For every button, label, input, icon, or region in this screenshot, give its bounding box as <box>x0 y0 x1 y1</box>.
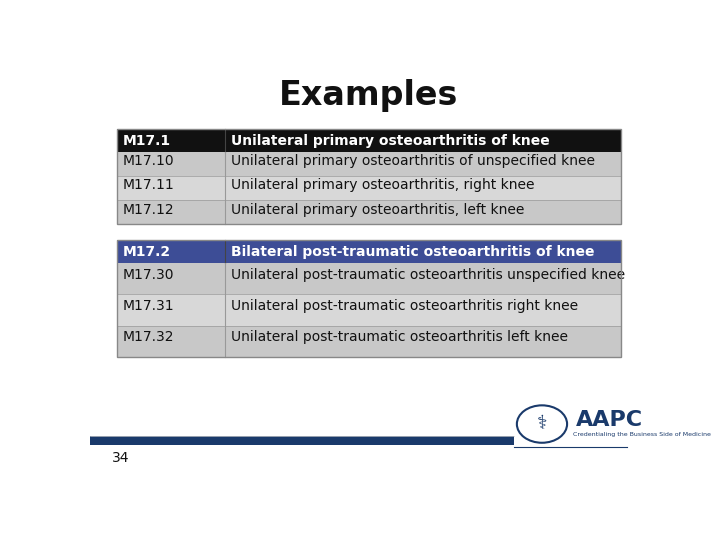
Text: M17.12: M17.12 <box>122 202 174 217</box>
Text: M17.2: M17.2 <box>122 245 171 259</box>
Bar <box>117 200 621 225</box>
Text: Unilateral post-traumatic osteoarthritis unspecified knee: Unilateral post-traumatic osteoarthritis… <box>231 268 625 282</box>
Text: Unilateral primary osteoarthritis, left knee: Unilateral primary osteoarthritis, left … <box>231 202 524 217</box>
Bar <box>117 240 621 263</box>
Bar <box>117 240 621 357</box>
Text: Credentialing the Business Side of Medicine: Credentialing the Business Side of Medic… <box>572 432 711 437</box>
Bar <box>90 436 514 446</box>
Bar <box>117 152 621 176</box>
Bar <box>117 326 621 357</box>
Bar <box>117 129 621 152</box>
Bar <box>117 176 621 200</box>
Bar <box>117 294 621 326</box>
Text: M17.10: M17.10 <box>122 154 174 168</box>
Text: AAPC: AAPC <box>575 410 642 430</box>
Text: Unilateral primary osteoarthritis of unspecified knee: Unilateral primary osteoarthritis of uns… <box>231 154 595 168</box>
Text: Examples: Examples <box>279 79 459 112</box>
Text: M17.31: M17.31 <box>122 299 174 313</box>
Text: M17.1: M17.1 <box>122 134 171 147</box>
Text: M17.32: M17.32 <box>122 330 174 345</box>
Text: Unilateral primary osteoarthritis, right knee: Unilateral primary osteoarthritis, right… <box>231 178 534 192</box>
Text: Bilateral post-traumatic osteoarthritis of knee: Bilateral post-traumatic osteoarthritis … <box>231 245 594 259</box>
Text: Unilateral post-traumatic osteoarthritis left knee: Unilateral post-traumatic osteoarthritis… <box>231 330 568 345</box>
Text: ⚕: ⚕ <box>536 415 547 434</box>
Text: 34: 34 <box>112 451 130 465</box>
Bar <box>117 263 621 294</box>
Text: Unilateral post-traumatic osteoarthritis right knee: Unilateral post-traumatic osteoarthritis… <box>231 299 578 313</box>
Text: Unilateral primary osteoarthritis of knee: Unilateral primary osteoarthritis of kne… <box>231 134 549 147</box>
Bar <box>117 129 621 225</box>
Text: M17.30: M17.30 <box>122 268 174 282</box>
Text: M17.11: M17.11 <box>122 178 174 192</box>
